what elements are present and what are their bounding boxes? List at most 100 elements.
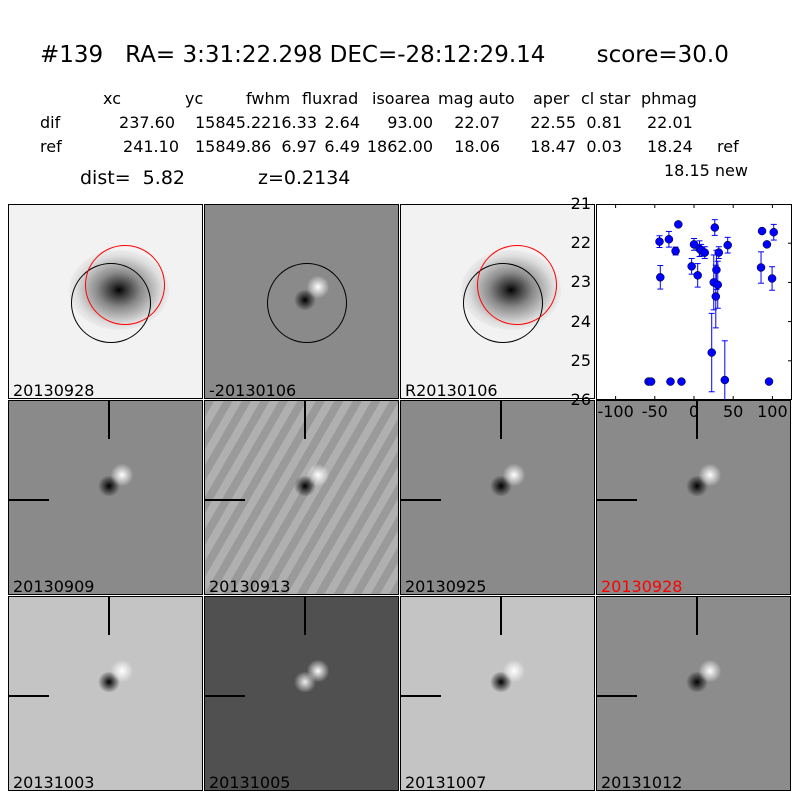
col-header: phmag — [641, 89, 697, 108]
y-tick-label: 26 — [570, 390, 591, 409]
table-cell: 18.24 — [647, 137, 693, 156]
data-point — [646, 377, 656, 386]
x-tick-label: -100 — [597, 402, 634, 421]
data-point — [767, 274, 777, 283]
data-point — [664, 235, 674, 244]
table-cell: 1862.00 — [366, 137, 433, 156]
data-point — [707, 348, 716, 357]
source-residual — [503, 659, 525, 683]
data-point — [756, 263, 766, 272]
data-point — [762, 240, 772, 249]
data-point — [666, 377, 675, 386]
cutout-panel: 20131012 — [596, 596, 791, 791]
col-header: fwhm — [246, 89, 291, 108]
panel-date-label: 20130928 — [13, 381, 95, 399]
y-tick-label: 21 — [570, 194, 591, 213]
panel-date-label: 20131005 — [209, 773, 291, 791]
source-residual — [307, 659, 329, 683]
panel-date-label: R20130106 — [405, 381, 498, 399]
table-row: ref 241.10 15849.86 6.97 6.49 1862.00 18.06 18.… — [0, 137, 800, 157]
cutout-panel: 20131003 — [8, 596, 203, 791]
x-tick-label: -50 — [641, 402, 668, 421]
cutout-panel: 20131007 — [400, 596, 595, 791]
data-point — [711, 292, 721, 301]
data-point — [677, 377, 686, 386]
dif-circle — [85, 245, 165, 325]
data-point — [723, 240, 732, 250]
data-point — [687, 262, 696, 271]
crosshair-vertical — [696, 597, 698, 635]
dif-circle — [477, 245, 557, 325]
cutout-panel: 20130928 — [8, 204, 203, 399]
source-residual — [307, 463, 329, 487]
table-cell: 15849.86 — [195, 137, 272, 156]
crosshair-horizontal — [205, 499, 245, 501]
source-residual — [111, 659, 133, 683]
table-cell: 18.06 — [454, 137, 500, 156]
crosshair-vertical — [500, 401, 502, 439]
x-tick-label: 50 — [723, 402, 744, 421]
row-label: dif — [40, 113, 61, 132]
dist-value: dist= 5.82 — [80, 167, 185, 189]
data-point — [693, 271, 702, 280]
panel-date-label: 20131012 — [601, 773, 683, 791]
source-residual — [111, 463, 133, 487]
data-point — [713, 280, 723, 290]
y-tick-label: 23 — [570, 272, 591, 292]
col-header: mag auto — [438, 89, 515, 108]
table-header: xc yc fwhm fluxrad isoarea mag auto aper… — [0, 89, 800, 109]
table-cell: 22.55 — [530, 113, 576, 132]
plot-frame — [596, 204, 792, 400]
x-tick-label: 0 — [688, 402, 700, 421]
cutout-panel: 20131005 — [204, 596, 399, 791]
data-point — [700, 248, 709, 257]
cutout-panel: R20130106 — [400, 204, 595, 399]
z-value: z=0.2134 — [258, 167, 351, 189]
table-cell: 18.47 — [530, 137, 576, 156]
table-cell: 0.03 — [586, 137, 622, 156]
crosshair-vertical — [108, 597, 110, 635]
panel-date-label: 20131007 — [405, 773, 487, 791]
crosshair-horizontal — [597, 499, 637, 501]
table-cell: 237.60 — [119, 113, 175, 132]
x-tick-label: 100 — [757, 402, 788, 421]
crosshair-horizontal — [401, 499, 441, 501]
cutout-panel: 20130928 — [596, 400, 791, 595]
col-header: cl star — [581, 89, 631, 108]
col-header: isoarea — [372, 89, 431, 108]
data-point — [674, 220, 683, 229]
figure-title: #139 RA= 3:31:22.298 DEC=-28:12:29.14 sc… — [40, 42, 729, 68]
y-tick-label: 24 — [570, 311, 591, 331]
cutout-panel: -20130106 — [204, 204, 399, 399]
table-row: dif 237.60 15845.22 16.33 2.64 93.00 22.07 22.5… — [0, 113, 800, 133]
crosshair-vertical — [304, 597, 306, 635]
col-header: fluxrad — [302, 89, 359, 108]
data-point — [710, 223, 720, 232]
row-label: ref — [40, 137, 62, 156]
ref-circle — [267, 263, 347, 343]
panel-date-label: -20130106 — [209, 381, 297, 399]
data-point — [712, 265, 721, 275]
cutout-panel: 20130925 — [400, 400, 595, 595]
table-cell: 93.00 — [387, 113, 433, 132]
table-cell: 2.64 — [324, 113, 360, 132]
crosshair-horizontal — [9, 695, 49, 697]
data-point — [714, 248, 724, 257]
table-cell: 22.07 — [454, 113, 500, 132]
col-header: xc — [103, 89, 121, 108]
table-cell: 22.01 — [647, 113, 693, 132]
crosshair-horizontal — [597, 695, 637, 697]
panel-date-label: 20131003 — [13, 773, 95, 791]
crosshair-vertical — [696, 401, 698, 439]
data-point — [764, 377, 774, 386]
crosshair-horizontal — [401, 695, 441, 697]
data-point — [656, 273, 665, 282]
panel-date-label: 20130928 — [601, 577, 683, 595]
col-header: yc — [185, 89, 204, 108]
panel-date-label: 20130925 — [405, 577, 487, 595]
crosshair-horizontal — [205, 695, 245, 697]
lightcurve-plot — [596, 204, 792, 400]
y-tick-label: 25 — [570, 350, 591, 370]
data-point — [671, 246, 680, 256]
